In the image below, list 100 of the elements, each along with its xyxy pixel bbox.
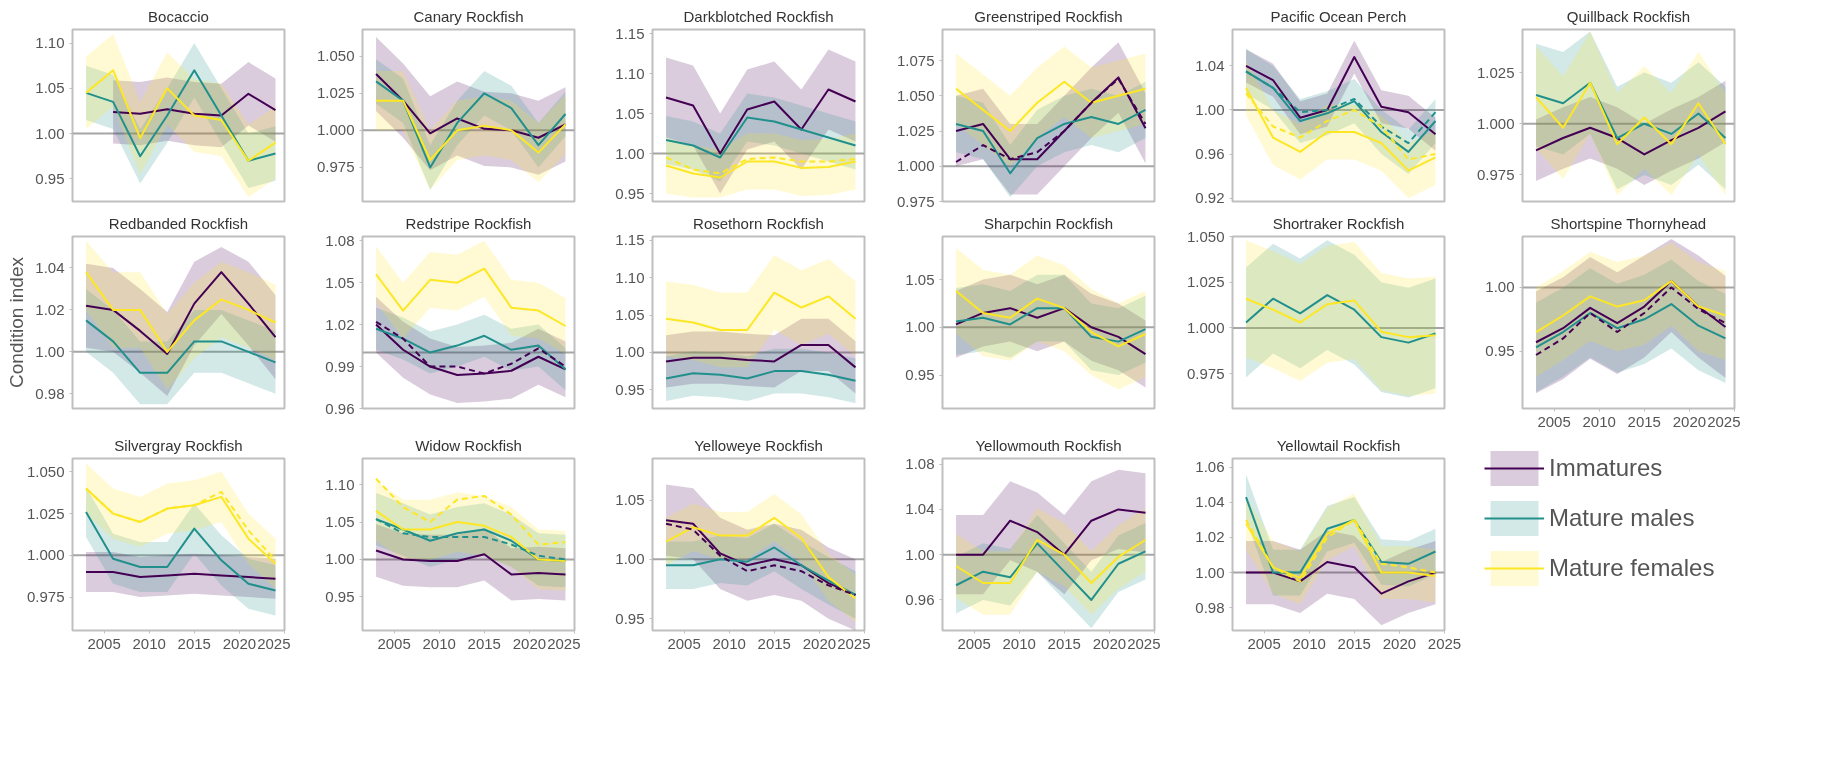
y-tick-label: 1.10	[615, 268, 645, 286]
legend-label: Mature females	[1549, 554, 1715, 582]
x-tick-label: 2015	[757, 634, 791, 652]
x-tick-label: 2015	[1337, 634, 1371, 652]
y-tick-label: 1.000	[1476, 114, 1515, 132]
y-tick-label: 0.975	[1186, 364, 1225, 382]
chart-title: Yellowtail Rockfish	[1276, 436, 1401, 454]
x-tick-label: 2005	[1247, 634, 1281, 652]
y-tick-label: 1.025	[1186, 273, 1225, 291]
x-tick-label: 2010	[712, 634, 746, 652]
y-tick-label: 0.98	[1195, 598, 1225, 616]
line-series	[665, 546, 857, 596]
y-tick-label: 1.05	[325, 513, 355, 531]
x-tick-label: 2010	[1582, 412, 1616, 430]
y-tick-label: 1.000	[26, 546, 65, 564]
y-tick-label: 1.000	[1186, 318, 1225, 336]
y-tick-label: 0.98	[35, 384, 65, 402]
x-tick-label: 2010	[1002, 634, 1036, 652]
y-tick-label: 1.00	[615, 343, 645, 361]
x-tick-label: 2005	[957, 634, 991, 652]
line-series	[955, 80, 1147, 133]
chart-title: Canary Rockfish	[413, 7, 524, 25]
line-series	[955, 307, 1147, 343]
y-tick-label: 1.000	[896, 157, 935, 175]
line-series	[112, 92, 277, 117]
x-tick-label: 2015	[1627, 412, 1661, 430]
chart-title: Yelloweye Rockfish	[694, 436, 823, 454]
line-series	[1245, 496, 1437, 574]
y-tick-label: 1.04	[35, 258, 65, 276]
y-tick-label: 0.95	[325, 587, 355, 605]
x-tick-label: 2005	[667, 634, 701, 652]
y-tick-label: 1.05	[325, 273, 355, 291]
y-tick-label: 1.00	[35, 342, 65, 360]
chart-title: Redstripe Rockfish	[405, 214, 532, 232]
chart-title: Quillback Rockfish	[1566, 7, 1691, 25]
x-tick-label: 2010	[1292, 634, 1326, 652]
line-series	[375, 509, 567, 562]
y-tick-label: 0.95	[615, 609, 645, 627]
y-tick-label: 0.95	[615, 380, 645, 398]
y-tick-label: 1.04	[1195, 493, 1225, 511]
x-tick-label: 2020	[222, 634, 257, 652]
line-series	[1535, 286, 1727, 356]
y-tick-label: 0.95	[615, 184, 645, 202]
line-series	[955, 108, 1147, 175]
line-series	[1535, 303, 1727, 349]
y-tick-label: 0.975	[896, 192, 935, 210]
x-tick-label: 2005	[87, 634, 121, 652]
x-tick-label: 2020	[802, 634, 837, 652]
y-tick-label: 1.10	[615, 64, 645, 82]
y-tick-label: 1.050	[1186, 227, 1225, 245]
y-tick-label: 1.025	[316, 84, 355, 102]
line-series	[375, 267, 567, 327]
line-series	[665, 370, 857, 382]
y-tick-label: 1.025	[1476, 63, 1515, 81]
chart-title: Redbanded Rockfish	[108, 214, 249, 232]
y-tick-label: 1.05	[905, 270, 935, 288]
line-series	[85, 571, 277, 580]
y-tick-label: 1.05	[615, 104, 645, 122]
line-series	[375, 99, 567, 161]
y-tick-label: 1.06	[1195, 458, 1225, 476]
y-tick-label: 1.050	[896, 86, 935, 104]
y-tick-label: 0.92	[1195, 189, 1225, 207]
line-series	[85, 319, 277, 374]
y-tick-label: 0.95	[1485, 342, 1515, 360]
line-series	[665, 291, 857, 331]
line-series	[1535, 110, 1727, 156]
y-tick-label: 1.02	[325, 315, 355, 333]
y-tick-label: 1.00	[905, 318, 935, 336]
chart-title: Widow Rockfish	[415, 436, 522, 454]
legend-label: Mature males	[1549, 504, 1695, 532]
x-tick-label: 2005	[1537, 412, 1571, 430]
y-tick-label: 1.00	[1485, 278, 1515, 296]
chart-title: Rosethorn Rockfish	[693, 214, 824, 232]
x-tick-label: 2015	[467, 634, 501, 652]
x-tick-label: 2010	[132, 634, 166, 652]
y-tick-label: 1.05	[615, 306, 645, 324]
y-tick-label: 0.95	[35, 169, 65, 187]
chart-title: Darkblotched Rockfish	[683, 7, 834, 25]
x-tick-label: 2005	[377, 634, 411, 652]
x-tick-label: 2015	[1047, 634, 1081, 652]
line-series	[955, 542, 1147, 601]
x-tick-label: 2025	[257, 634, 291, 652]
y-tick-label: 0.99	[325, 357, 355, 375]
y-tick-label: 1.08	[905, 455, 935, 473]
y-tick-label: 1.00	[1195, 563, 1225, 581]
y-tick-label: 1.10	[35, 34, 65, 52]
legend-label: Immatures	[1549, 454, 1663, 482]
line-series	[1245, 56, 1437, 136]
y-tick-label: 1.05	[615, 491, 645, 509]
x-tick-label: 2025	[547, 634, 581, 652]
x-tick-label: 2020	[1382, 634, 1417, 652]
line-series	[375, 72, 567, 139]
line-series	[1535, 280, 1727, 334]
y-tick-label: 1.00	[905, 545, 935, 563]
x-tick-label: 2025	[1707, 412, 1741, 430]
y-tick-label: 1.00	[615, 144, 645, 162]
y-tick-label: 1.075	[896, 51, 935, 69]
line-series	[85, 69, 277, 162]
y-tick-label: 1.15	[615, 231, 645, 249]
line-series	[955, 307, 1147, 356]
